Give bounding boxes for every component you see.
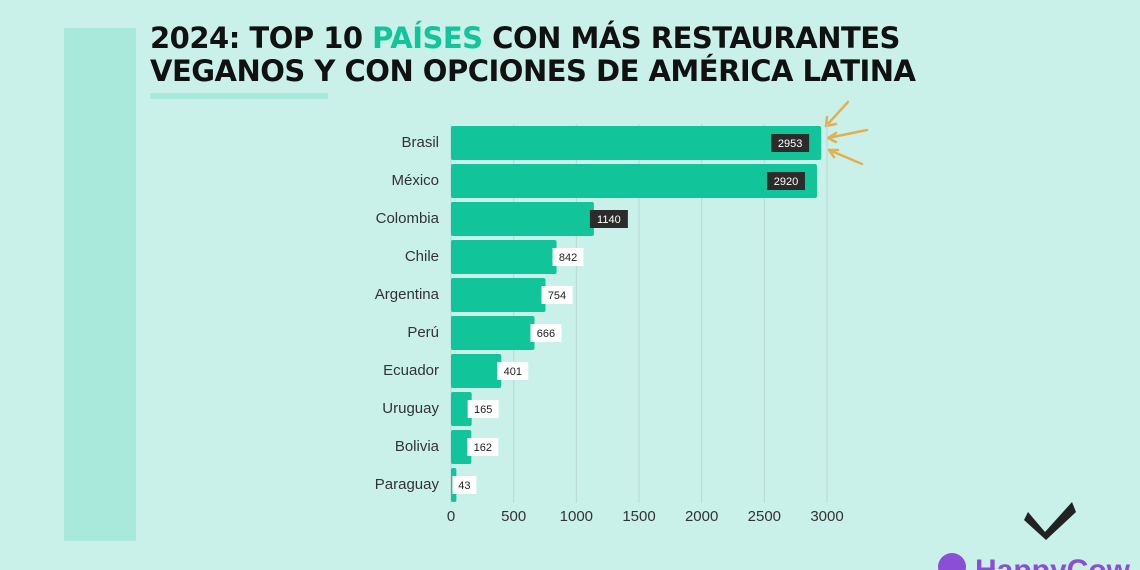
- chart-title: 2024: TOP 10 PAÍSES CON MÁS RESTAURANTES: [150, 21, 900, 55]
- bar: [451, 316, 535, 350]
- y-tick-label: Ecuador: [383, 362, 439, 379]
- value-label-box: [541, 286, 573, 304]
- brand-logo: HappyCow: [975, 554, 1131, 570]
- side-band: [64, 28, 136, 541]
- value-label: 842: [559, 252, 577, 264]
- value-label-box: [497, 362, 529, 380]
- bar: [451, 240, 557, 274]
- x-tick-label: 2000: [685, 508, 718, 525]
- x-tick-label: 500: [501, 508, 526, 525]
- bar: [451, 430, 472, 464]
- value-label-box: [530, 324, 562, 342]
- value-label: 162: [474, 442, 492, 454]
- chart-title: VEGANOS Y CON OPCIONES DE AMÉRICA LATINA: [150, 54, 917, 88]
- value-label: 2920: [774, 176, 798, 188]
- value-label: 1140: [597, 214, 621, 226]
- y-tick-label: Bolivia: [395, 438, 440, 455]
- x-tick-label: 0: [447, 508, 455, 525]
- bar: [451, 354, 502, 388]
- value-label-box: [467, 438, 499, 456]
- x-tick-label: 2500: [748, 508, 781, 525]
- value-label: 401: [504, 366, 522, 378]
- bar: [451, 392, 472, 426]
- x-tick-label: 1000: [560, 508, 593, 525]
- title-part: CON MÁS RESTAURANTES: [483, 21, 900, 55]
- bar: [451, 202, 594, 236]
- y-tick-label: Uruguay: [382, 400, 439, 417]
- value-label-box: [766, 172, 805, 190]
- bar: [451, 126, 822, 160]
- title-highlight: PAÍSES: [372, 21, 482, 55]
- y-tick-label: Perú: [407, 324, 439, 341]
- value-label-box: [467, 400, 499, 418]
- y-tick-label: México: [391, 172, 439, 189]
- value-label: 2953: [778, 138, 802, 150]
- arrows: [824, 100, 869, 166]
- title-underline: [150, 93, 328, 99]
- value-label: 43: [458, 480, 470, 492]
- value-label: 165: [474, 404, 492, 416]
- value-label-box: [552, 248, 584, 266]
- x-tick-label: 1500: [622, 508, 655, 525]
- check-icon: [1024, 502, 1076, 540]
- y-tick-label: Paraguay: [375, 476, 440, 493]
- value-label-box: [589, 210, 628, 228]
- y-tick-label: Argentina: [375, 286, 440, 303]
- bar: [451, 164, 817, 198]
- logo-icon: [938, 553, 966, 570]
- x-tick-label: 3000: [810, 508, 843, 525]
- value-label-box: [771, 134, 810, 152]
- bar: [451, 278, 546, 312]
- title-part: 2024: TOP 10: [150, 21, 372, 55]
- value-label: 666: [537, 328, 555, 340]
- y-tick-label: Chile: [405, 248, 439, 265]
- y-tick-label: Colombia: [376, 210, 440, 227]
- y-tick-label: Brasil: [401, 134, 439, 151]
- value-label-box: [452, 476, 477, 494]
- value-label: 754: [548, 290, 566, 302]
